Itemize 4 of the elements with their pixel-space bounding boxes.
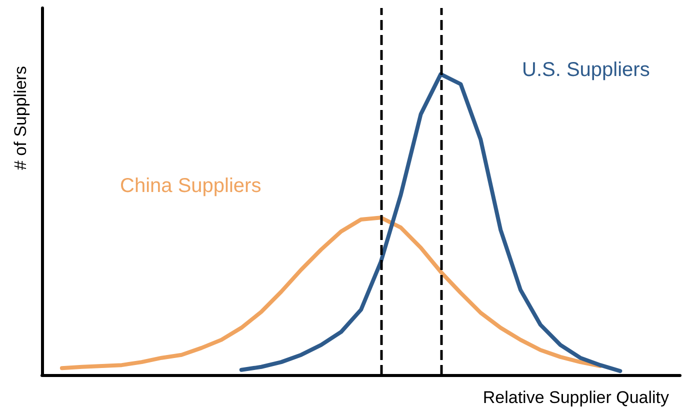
x-axis-title: Relative Supplier Quality — [482, 388, 670, 407]
text: China Suppliers — [120, 175, 262, 197]
y-axis-title: # of Suppliers — [11, 66, 30, 170]
text: U.S. Suppliers — [522, 59, 650, 81]
